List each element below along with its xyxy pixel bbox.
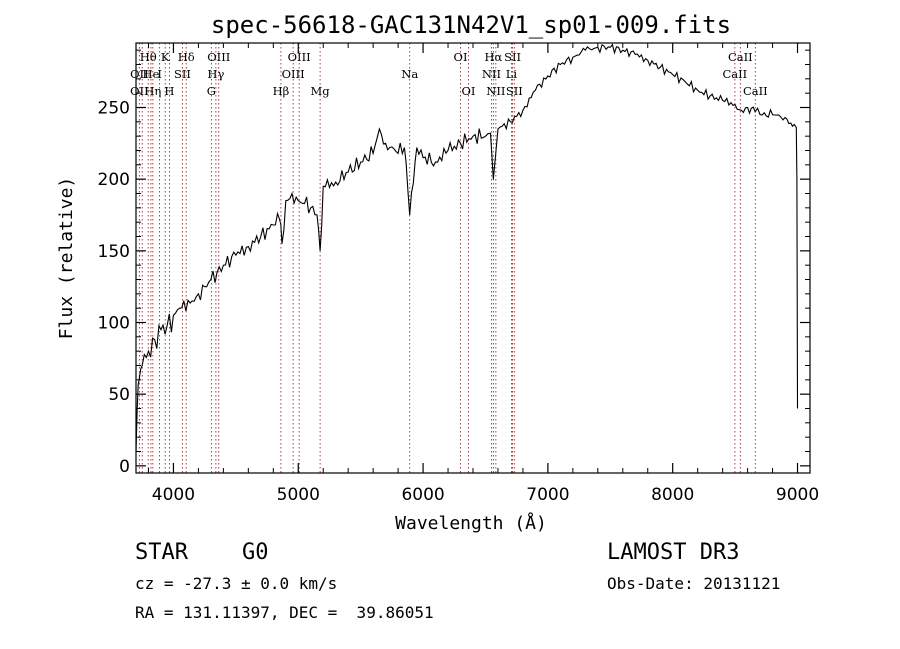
line-label: Li bbox=[506, 67, 518, 81]
line-label: NII bbox=[486, 84, 505, 98]
line-label: OIII bbox=[207, 50, 230, 64]
y-axis-ticks: 0 50 100 150 200 250 bbox=[98, 49, 810, 477]
line-label: Mg bbox=[311, 84, 331, 98]
line-label: OI bbox=[454, 50, 468, 64]
x-tick-label: 5000 bbox=[277, 485, 320, 505]
x-tick-label: 4000 bbox=[152, 485, 195, 505]
coordinates: RA = 131.11397, DEC = 39.86051 bbox=[135, 603, 434, 622]
object-class: STAR bbox=[135, 540, 188, 565]
y-tick-label: 200 bbox=[98, 170, 130, 190]
line-label: Hα bbox=[484, 50, 502, 64]
y-tick-label: 100 bbox=[98, 314, 130, 334]
spectrum-series-line bbox=[135, 43, 799, 452]
line-label: SII bbox=[174, 67, 191, 81]
line-label: G bbox=[207, 84, 216, 98]
line-label: K bbox=[161, 50, 170, 64]
line-label: CaII bbox=[743, 84, 768, 98]
object-subclass: G0 bbox=[242, 540, 269, 565]
y-tick-label: 0 bbox=[119, 457, 130, 477]
line-label: CaII bbox=[728, 50, 753, 64]
line-label: CaII bbox=[722, 67, 747, 81]
line-label: I bbox=[157, 67, 162, 81]
line-label: OII bbox=[130, 84, 149, 98]
line-label: SII bbox=[504, 50, 521, 64]
line-label: Na bbox=[401, 67, 418, 81]
y-tick-label: 250 bbox=[98, 99, 130, 119]
x-axis-label: Wavelength (Å) bbox=[395, 512, 547, 534]
chart-title: spec-56618-GAC131N42V1_sp01-009.fits bbox=[211, 11, 731, 39]
y-tick-label: 50 bbox=[108, 385, 130, 405]
x-tick-label: 9000 bbox=[776, 485, 819, 505]
line-label: He bbox=[143, 67, 160, 81]
line-label: Hη bbox=[144, 84, 161, 98]
line-label: OI bbox=[462, 84, 476, 98]
line-label: H bbox=[164, 84, 174, 98]
redshift-text: cz = -27.3 ± 0.0 km/s bbox=[135, 574, 338, 593]
line-label: Hγ bbox=[207, 67, 224, 81]
y-tick-label: 150 bbox=[98, 242, 130, 262]
line-label: OIII bbox=[282, 67, 305, 81]
line-label: SII bbox=[506, 84, 523, 98]
y-axis-label: Flux (relative) bbox=[56, 177, 77, 340]
line-label: Hδ bbox=[178, 50, 195, 64]
line-label: NII bbox=[482, 67, 501, 81]
line-label: OII bbox=[130, 67, 149, 81]
obs-date: Obs-Date: 20131121 bbox=[607, 574, 781, 593]
x-tick-label: 7000 bbox=[526, 485, 569, 505]
plot-frame bbox=[135, 42, 811, 474]
x-tick-label: 8000 bbox=[651, 485, 694, 505]
line-label: Hθ bbox=[140, 50, 157, 64]
line-label: Hβ bbox=[273, 84, 290, 98]
x-axis-ticks: 4000 5000 6000 7000 8000 9000 bbox=[147, 43, 819, 505]
x-tick-label: 6000 bbox=[401, 485, 444, 505]
survey-name: LAMOST DR3 bbox=[607, 540, 740, 565]
line-label: OIII bbox=[288, 50, 311, 64]
